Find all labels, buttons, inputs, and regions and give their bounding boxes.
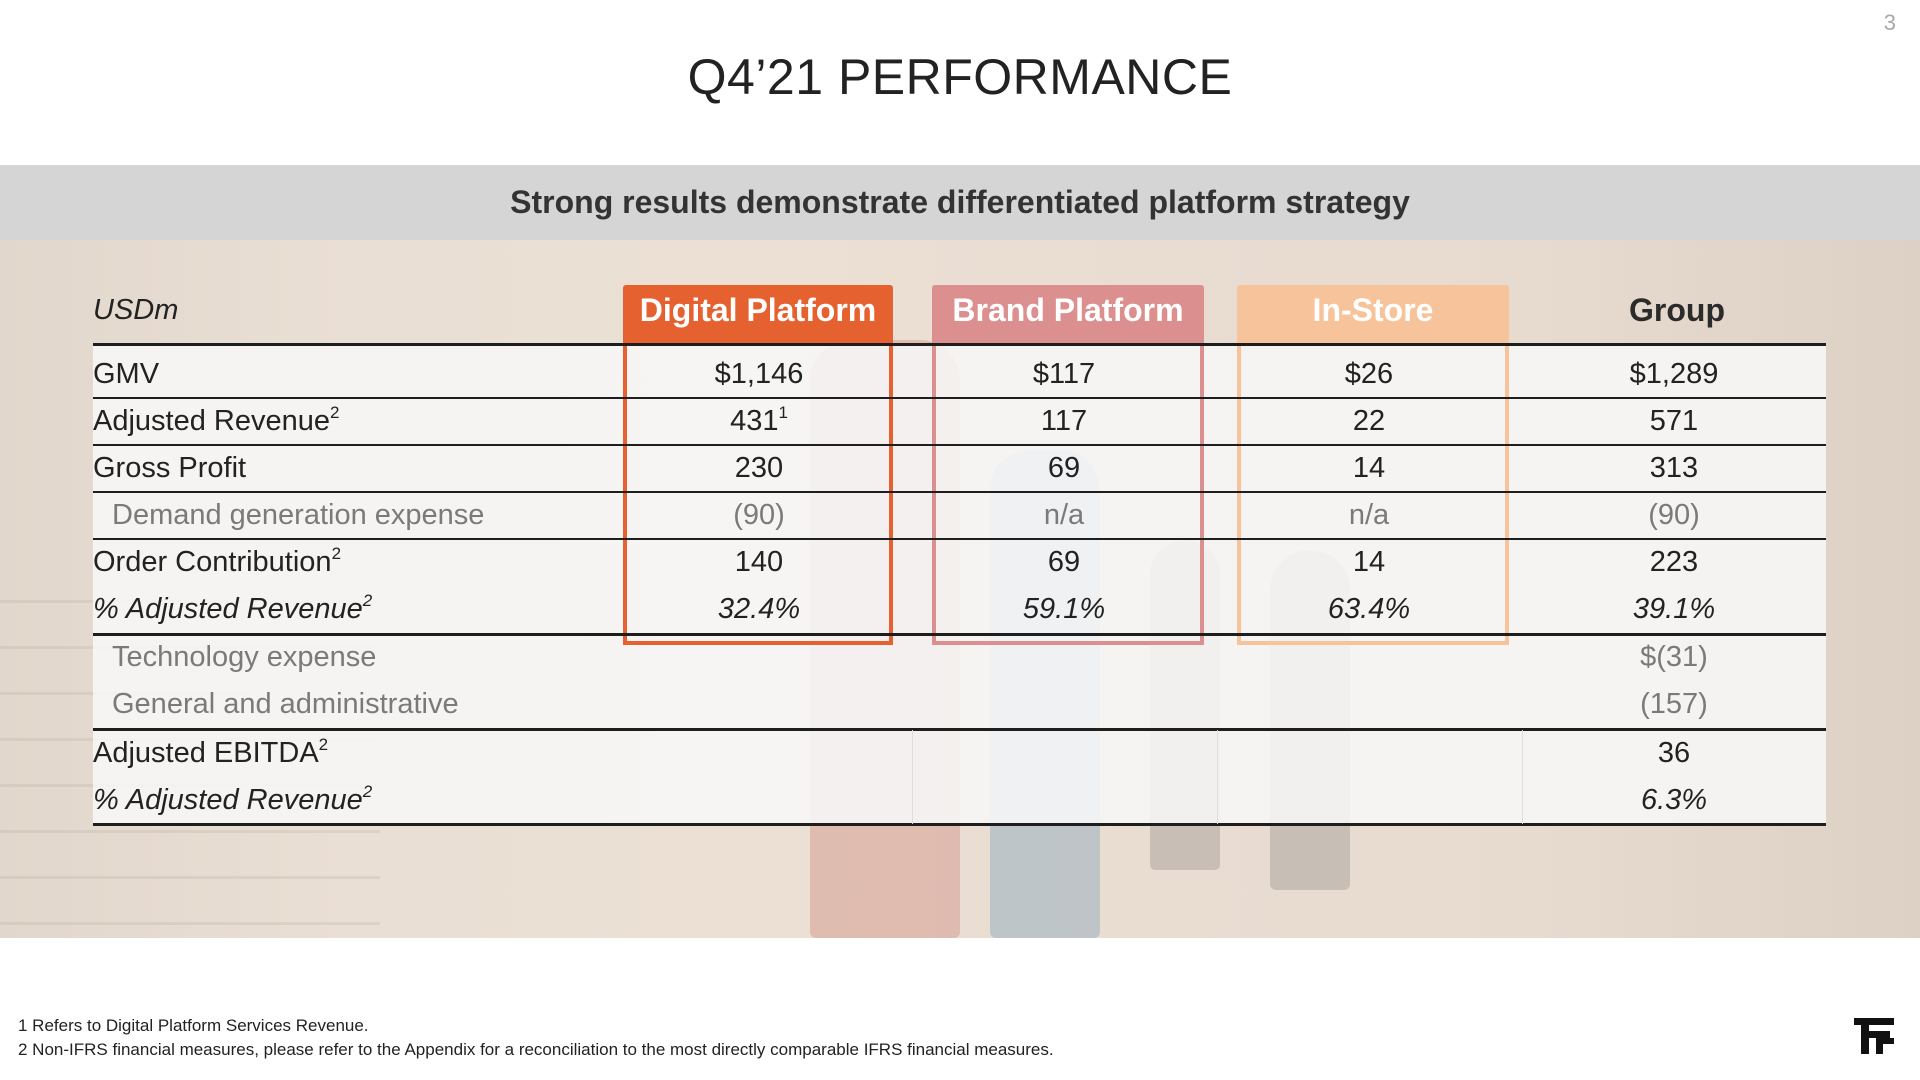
page-number: 3 (1883, 10, 1896, 35)
row-label-ebitda-margin: % Adjusted Revenue2 (93, 777, 372, 824)
cell-value: 431 (730, 405, 779, 437)
column-header-brand-platform: Brand Platform (932, 285, 1204, 343)
cell-gp-group: 313 (1649, 452, 1699, 484)
footnote-marker: 2 (362, 591, 373, 610)
cell-demand-group: (90) (1648, 499, 1700, 531)
cell-oc-instore: 14 (1352, 546, 1386, 578)
cell-oc-digital: 140 (734, 546, 784, 578)
table-rule (93, 397, 1826, 399)
table-rule (93, 728, 1826, 731)
row-label-oc-margin: % Adjusted Revenue2 (93, 586, 372, 633)
cell-ocm-instore: 63.4% (1327, 593, 1411, 625)
cell-demand-instore: n/a (1348, 499, 1390, 531)
footnotes: 1 Refers to Digital Platform Services Re… (18, 1014, 1054, 1062)
row-label-general-admin: General and administrative (112, 688, 459, 720)
row-label-adjusted-ebitda: Adjusted EBITDA2 (93, 730, 328, 777)
footnote-marker: 2 (318, 735, 329, 754)
cell-ocm-group: 39.1% (1632, 593, 1716, 625)
footnote-marker: 1 (778, 403, 788, 422)
cell-demand-digital: (90) (733, 499, 785, 531)
cell-gmv-instore: $26 (1344, 358, 1394, 390)
cell-gp-instore: 14 (1352, 452, 1386, 484)
row-label-technology-expense: Technology expense (112, 641, 377, 673)
cell-ga-group: (157) (1640, 688, 1708, 720)
table-backdrop (93, 345, 1826, 825)
row-label-order-contribution: Order Contribution2 (93, 539, 341, 586)
column-header-digital-platform: Digital Platform (623, 285, 893, 343)
cell-tech-group: $(31) (1640, 641, 1708, 673)
footnote-marker: 2 (362, 782, 373, 801)
cell-ocm-brand: 59.1% (1022, 593, 1106, 625)
in-store-highlight (1237, 343, 1509, 645)
row-label-gmv: GMV (93, 358, 160, 390)
cell-gp-digital: 230 (734, 452, 784, 484)
table-rule (93, 343, 1826, 346)
ff-logo-icon (1854, 1018, 1894, 1054)
unit-label: USDm (93, 294, 179, 326)
column-divider (1217, 730, 1218, 824)
brand-platform-highlight (932, 343, 1204, 645)
cell-ebitdam-group: 6.3% (1640, 784, 1708, 816)
row-label-demand-generation: Demand generation expense (112, 499, 485, 531)
row-label-gross-profit: Gross Profit (93, 452, 247, 484)
table-rule (93, 538, 1826, 540)
table-rule (93, 823, 1826, 826)
column-header-group: Group (1629, 292, 1725, 328)
cell-adjrev-brand: 117 (1040, 405, 1088, 437)
row-label-text: Adjusted Revenue (93, 405, 330, 437)
row-label-text: % Adjusted Revenue (93, 784, 363, 816)
cell-gmv-digital: $1,146 (714, 358, 804, 390)
cell-demand-brand: n/a (1043, 499, 1085, 531)
row-label-text: Order Contribution (93, 546, 332, 578)
cell-gmv-brand: $117 (1032, 358, 1096, 390)
cell-oc-brand: 69 (1047, 546, 1081, 578)
cell-adjrev-instore: 22 (1352, 405, 1386, 437)
cell-adjrev-digital: 4311 (627, 398, 891, 445)
row-label-text: Adjusted EBITDA (93, 737, 319, 769)
table-rule (93, 633, 1826, 636)
column-divider (1522, 730, 1523, 824)
table-rule (93, 444, 1826, 446)
table-rule (93, 491, 1826, 493)
footnote-marker: 2 (331, 544, 342, 563)
cell-oc-group: 223 (1649, 546, 1699, 578)
page-title: Q4’21 PERFORMANCE (687, 49, 1233, 105)
column-header-in-store: In-Store (1237, 285, 1509, 343)
digital-platform-highlight (623, 343, 893, 645)
cell-gp-brand: 69 (1047, 452, 1081, 484)
cell-adjrev-group: 571 (1649, 405, 1699, 437)
subtitle-banner: Strong results demonstrate differentiate… (0, 165, 1920, 240)
cell-gmv-group: $1,289 (1629, 358, 1719, 390)
footnote-marker: 2 (330, 403, 340, 422)
cell-ebitda-group: 36 (1657, 737, 1691, 769)
row-label-text: % Adjusted Revenue (93, 593, 363, 625)
cell-ocm-digital: 32.4% (717, 593, 801, 625)
row-label-adjusted-revenue: Adjusted Revenue2 (93, 398, 339, 445)
column-divider (912, 730, 913, 824)
footnote-2: 2 Non-IFRS financial measures, please re… (18, 1040, 1054, 1059)
footnote-1: 1 Refers to Digital Platform Services Re… (18, 1016, 369, 1035)
